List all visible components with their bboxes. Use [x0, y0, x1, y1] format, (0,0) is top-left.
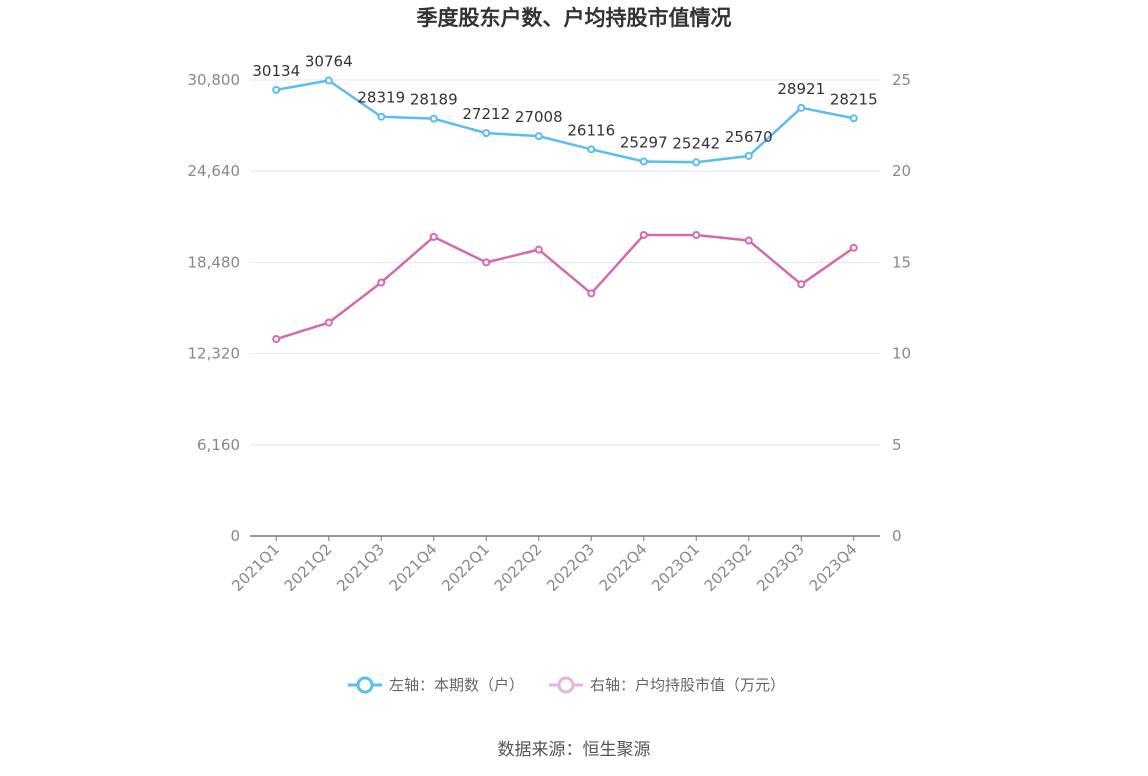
- data-point[interactable]: [377, 278, 386, 287]
- x-axis-tick-label: 2021Q3: [333, 540, 388, 595]
- data-point[interactable]: [324, 76, 333, 85]
- left-axis-tick-label: 24,640: [188, 162, 241, 180]
- x-axis-tick-label: 2023Q1: [648, 540, 703, 595]
- left-axis-tick-label: 18,480: [188, 253, 241, 271]
- data-point[interactable]: [797, 280, 806, 289]
- x-axis-tick-label: 2022Q2: [491, 540, 546, 595]
- data-point[interactable]: [534, 132, 543, 141]
- legend-marker-households: [356, 676, 374, 694]
- legend-label-avg-market-value: 右轴：户均持股市值（万元）: [590, 676, 785, 694]
- data-point[interactable]: [587, 145, 596, 154]
- data-point[interactable]: [639, 231, 648, 240]
- series-line-0: [276, 79, 854, 164]
- legend-label-households: 左轴：本期数（户）: [389, 676, 524, 694]
- x-axis-tick-label: 2022Q3: [543, 540, 598, 595]
- x-axis-tick-label: 2021Q2: [281, 540, 336, 595]
- x-axis-ticks: 2021Q12021Q22021Q32021Q42022Q12022Q22022…: [228, 540, 860, 595]
- data-point[interactable]: [482, 129, 491, 138]
- right-axis-tick-label: 5: [892, 436, 902, 454]
- data-label: 27008: [515, 108, 563, 126]
- chart-title: 季度股东户数、户均持股市值情况: [417, 6, 732, 30]
- data-label: 28189: [410, 91, 458, 109]
- series: [272, 76, 858, 344]
- axes: [250, 535, 880, 541]
- x-axis-tick-label: 2022Q1: [438, 540, 493, 595]
- x-axis-tick-label: 2022Q4: [596, 540, 651, 595]
- data-point[interactable]: [534, 245, 543, 254]
- data-point[interactable]: [482, 258, 491, 267]
- data-point[interactable]: [272, 335, 281, 344]
- right-axis-tick-label: 25: [892, 71, 911, 89]
- data-label: 25670: [725, 128, 773, 146]
- data-label: 25242: [672, 134, 720, 152]
- x-axis-tick-label: 2021Q4: [386, 540, 441, 595]
- left-axis-ticks: 0 6,160 12,320 18,480 24,640 30,800: [188, 71, 241, 545]
- data-point[interactable]: [744, 151, 753, 160]
- left-axis-tick-label: 12,320: [188, 345, 241, 363]
- data-label: 28319: [357, 89, 405, 107]
- data-point[interactable]: [744, 236, 753, 245]
- x-axis-tick-label: 2021Q1: [228, 540, 283, 595]
- data-label: 25297: [620, 133, 668, 151]
- x-axis-tick-label: 2023Q2: [701, 540, 756, 595]
- x-axis-tick-label: 2023Q3: [753, 540, 808, 595]
- x-axis-tick-label: 2023Q4: [806, 540, 861, 595]
- data-point[interactable]: [429, 232, 438, 241]
- data-point[interactable]: [324, 318, 333, 327]
- right-axis-tick-label: 0: [892, 527, 902, 545]
- left-axis-tick-label: 6,160: [197, 436, 240, 454]
- legend[interactable]: 左轴：本期数（户） 右轴：户均持股市值（万元）: [348, 676, 785, 694]
- grid-lines: [250, 79, 880, 446]
- right-axis-tick-label: 15: [892, 253, 911, 271]
- right-axis-tick-label: 10: [892, 345, 911, 363]
- right-axis-ticks: 0 5 10 15 20 25: [892, 71, 911, 545]
- data-point[interactable]: [429, 114, 438, 123]
- data-point[interactable]: [849, 114, 858, 123]
- source-note: 数据来源：恒生聚源: [498, 740, 651, 760]
- left-axis-tick-label: 0: [230, 527, 240, 545]
- data-point[interactable]: [587, 289, 596, 298]
- series-line-1: [275, 233, 855, 341]
- data-label: 30764: [305, 53, 353, 71]
- data-label: 28921: [777, 80, 825, 98]
- data-label: 27212: [462, 105, 510, 123]
- data-point[interactable]: [797, 103, 806, 112]
- legend-item-households[interactable]: 左轴：本期数（户）: [348, 676, 524, 694]
- data-label: 28215: [830, 90, 878, 108]
- data-point[interactable]: [849, 243, 858, 252]
- right-axis-tick-label: 20: [892, 162, 911, 180]
- data-label: 30134: [252, 62, 300, 80]
- data-point[interactable]: [692, 231, 701, 240]
- data-point[interactable]: [639, 157, 648, 166]
- legend-marker-avg-market-value: [557, 676, 575, 694]
- legend-item-avg-market-value[interactable]: 右轴：户均持股市值（万元）: [549, 676, 785, 694]
- data-point[interactable]: [377, 112, 386, 121]
- left-axis-tick-label: 30,800: [188, 71, 241, 89]
- data-label: 26116: [567, 121, 615, 139]
- data-point[interactable]: [692, 158, 701, 167]
- data-point[interactable]: [272, 85, 281, 94]
